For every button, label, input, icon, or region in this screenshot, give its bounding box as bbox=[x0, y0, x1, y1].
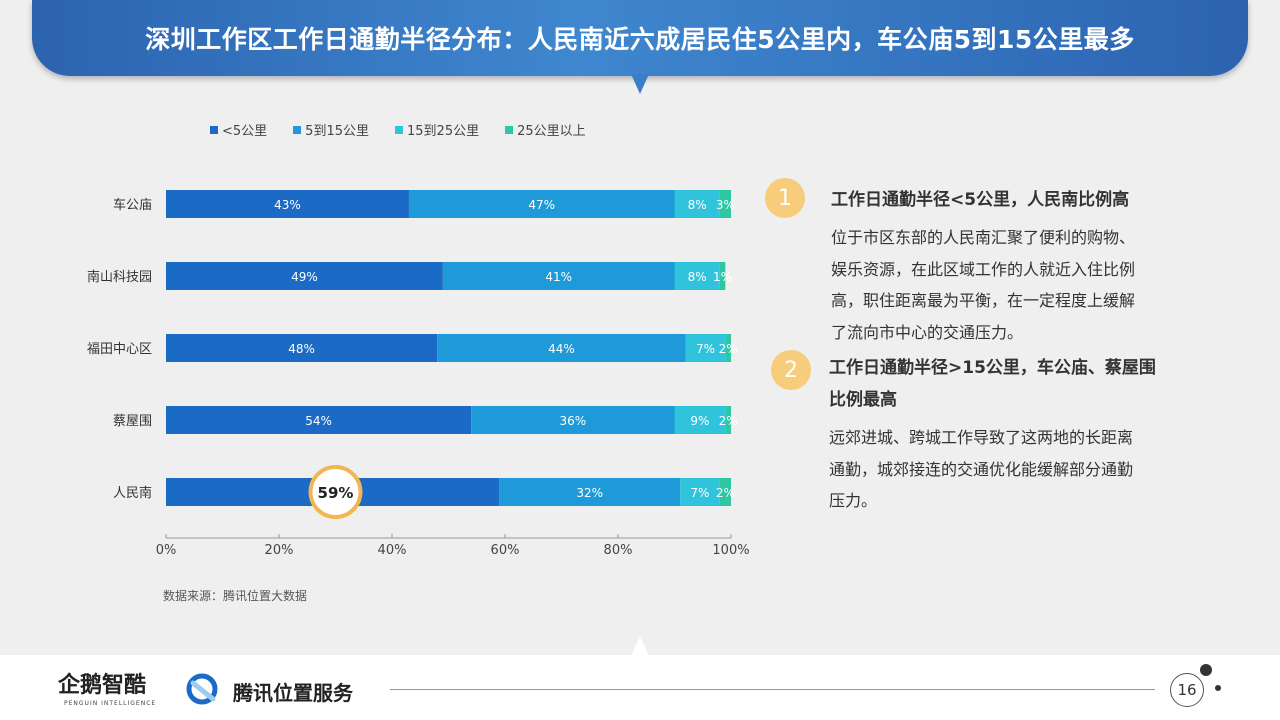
data-label: 49% bbox=[291, 270, 318, 284]
note-2-badge: 2 bbox=[771, 350, 811, 390]
penguin-intelligence-logo-subtitle: PENGUIN INTELLIGENCE bbox=[64, 700, 157, 707]
y-category-label: 南山科技园 bbox=[87, 269, 152, 285]
note-1-body-line: 娱乐资源，在此区域工作的人就近入住比例 bbox=[831, 259, 1136, 279]
note-2-body-line: 远郊进城、跨城工作导致了这两地的长距离 bbox=[829, 428, 1134, 447]
bar-segment bbox=[442, 262, 675, 290]
page-number: 16 bbox=[1170, 673, 1204, 707]
bar-segment bbox=[674, 262, 720, 290]
bar-segment bbox=[166, 262, 443, 290]
bar-segment bbox=[166, 406, 472, 434]
legend-item: <5公里 bbox=[210, 120, 267, 139]
tencent-location-icon bbox=[186, 673, 218, 705]
note-2-heading: 工作日通勤半径>15公里，车公庙、蔡屋围 比例最高 bbox=[829, 352, 1156, 416]
bar-segment bbox=[166, 190, 409, 218]
data-label: 36% bbox=[559, 414, 586, 428]
stacked-bar-chart: 0% 20% 40% 60% 80% 100% 车公庙 43% 47% 8% 3% 南山科技园 49% 4… bbox=[87, 190, 750, 558]
penguin-intelligence-logo: 企鹅智酷 bbox=[58, 673, 147, 698]
data-label: 9% bbox=[690, 414, 709, 428]
title-banner: 深圳工作区工作日通勤半径分布：人民南近六成居民住5公里内，车公庙5到15公里最多 bbox=[32, 0, 1248, 76]
chart-legend: <5公里 5到15公里 15到25公里 25公里以上 bbox=[210, 120, 586, 139]
note-1-body-line: 了流向市中心的交通压力。 bbox=[831, 322, 1024, 342]
note-1-heading: 工作日通勤半径<5公里，人民南比例高 bbox=[831, 184, 1129, 216]
tencent-location-service-logo: 腾讯位置服务 bbox=[233, 681, 353, 705]
x-tick-label: 60% bbox=[491, 543, 520, 558]
bar-segment bbox=[166, 334, 438, 362]
note-1-badge: 1 bbox=[765, 178, 805, 218]
y-category-label: 车公庙 bbox=[113, 197, 152, 213]
data-label: 54% bbox=[305, 414, 332, 428]
bar-segment bbox=[674, 406, 726, 434]
bar-segment bbox=[719, 478, 731, 506]
legend-label: 25公里以上 bbox=[517, 124, 586, 139]
bar-segment bbox=[719, 190, 731, 218]
footer-divider bbox=[390, 689, 1155, 690]
x-tick-label: 80% bbox=[604, 543, 633, 558]
legend-swatch bbox=[293, 125, 302, 134]
x-tick-label: 40% bbox=[378, 543, 407, 558]
page-decoration-dot bbox=[1215, 685, 1221, 691]
data-label: 43% bbox=[274, 198, 301, 212]
data-label: 1% bbox=[713, 270, 732, 284]
data-label: 3% bbox=[716, 198, 735, 212]
legend-label: 15到25公里 bbox=[407, 124, 480, 139]
bar-segment bbox=[674, 190, 720, 218]
title-pointer bbox=[631, 74, 649, 94]
note-1-body-line: 高，职住距离最为平衡，在一定程度上缓解 bbox=[831, 291, 1136, 310]
legend-swatch bbox=[210, 125, 218, 134]
data-label: 48% bbox=[288, 342, 315, 356]
data-source: 数据来源：腾讯位置大数据 bbox=[163, 589, 308, 603]
legend-label: <5公里 bbox=[222, 124, 268, 139]
data-label: 7% bbox=[690, 486, 709, 500]
bar-segment bbox=[719, 262, 726, 290]
note-2-heading-line: 工作日通勤半径>15公里，车公庙、蔡屋围 bbox=[829, 358, 1156, 378]
bar-segment bbox=[680, 478, 720, 506]
data-label: 2% bbox=[716, 486, 735, 500]
data-label: 2% bbox=[719, 414, 738, 428]
y-category-label: 蔡屋围 bbox=[113, 414, 152, 429]
data-label: 8% bbox=[688, 270, 707, 284]
x-tick-label: 20% bbox=[265, 543, 294, 558]
note-2-body: 远郊进城、跨城工作导致了这两地的长距离 通勤，城郊接连的交通优化能缓解部分通勤 … bbox=[829, 422, 1133, 517]
y-category-label: 人民南 bbox=[113, 485, 152, 501]
legend-label: 5到15公里 bbox=[305, 124, 369, 139]
legend-item: 15到25公里 bbox=[395, 120, 479, 139]
x-tick-label: 100% bbox=[712, 543, 749, 558]
legend-swatch bbox=[505, 125, 514, 134]
page-title: 深圳工作区工作日通勤半径分布：人民南近六成居民住5公里内，车公庙5到15公里最多 bbox=[145, 25, 1135, 54]
data-label: 7% bbox=[696, 342, 715, 356]
data-label: 47% bbox=[528, 198, 555, 212]
data-label: 44% bbox=[548, 342, 575, 356]
footer-pointer bbox=[631, 637, 649, 655]
highlight-label: 59% bbox=[318, 484, 354, 502]
page-decoration-dot bbox=[1200, 664, 1212, 676]
note-1-body: 位于市区东部的人民南汇聚了便利的购物、 娱乐资源，在此区域工作的人就近入住比例 … bbox=[831, 222, 1135, 348]
legend-item: 25公里以上 bbox=[505, 120, 586, 139]
y-category-label: 福田中心区 bbox=[87, 342, 152, 357]
note-2-body-line: 压力。 bbox=[829, 491, 878, 510]
note-2-heading-line: 比例最高 bbox=[829, 390, 897, 410]
data-label: 41% bbox=[545, 270, 572, 284]
legend-swatch bbox=[395, 125, 403, 134]
data-label: 2% bbox=[719, 342, 738, 356]
data-label: 32% bbox=[576, 486, 603, 500]
bar-segment bbox=[437, 334, 686, 362]
bar-segment bbox=[408, 190, 675, 218]
bar-segment bbox=[499, 478, 681, 506]
note-2-body-line: 通勤，城郊接连的交通优化能缓解部分通勤 bbox=[829, 459, 1134, 479]
note-1-heading-line: 工作日通勤半径<5公里，人民南比例高 bbox=[831, 190, 1130, 210]
bar-segment bbox=[471, 406, 675, 434]
highlight-ring bbox=[308, 465, 363, 519]
x-tick-label: 0% bbox=[156, 543, 177, 558]
bar-segment bbox=[685, 334, 726, 362]
legend-item: 5到15公里 bbox=[293, 120, 369, 139]
bar-segment bbox=[725, 406, 731, 434]
note-1-body-line: 位于市区东部的人民南汇聚了便利的购物、 bbox=[831, 228, 1136, 247]
bar-segment bbox=[725, 334, 731, 362]
data-label: 8% bbox=[688, 198, 707, 212]
